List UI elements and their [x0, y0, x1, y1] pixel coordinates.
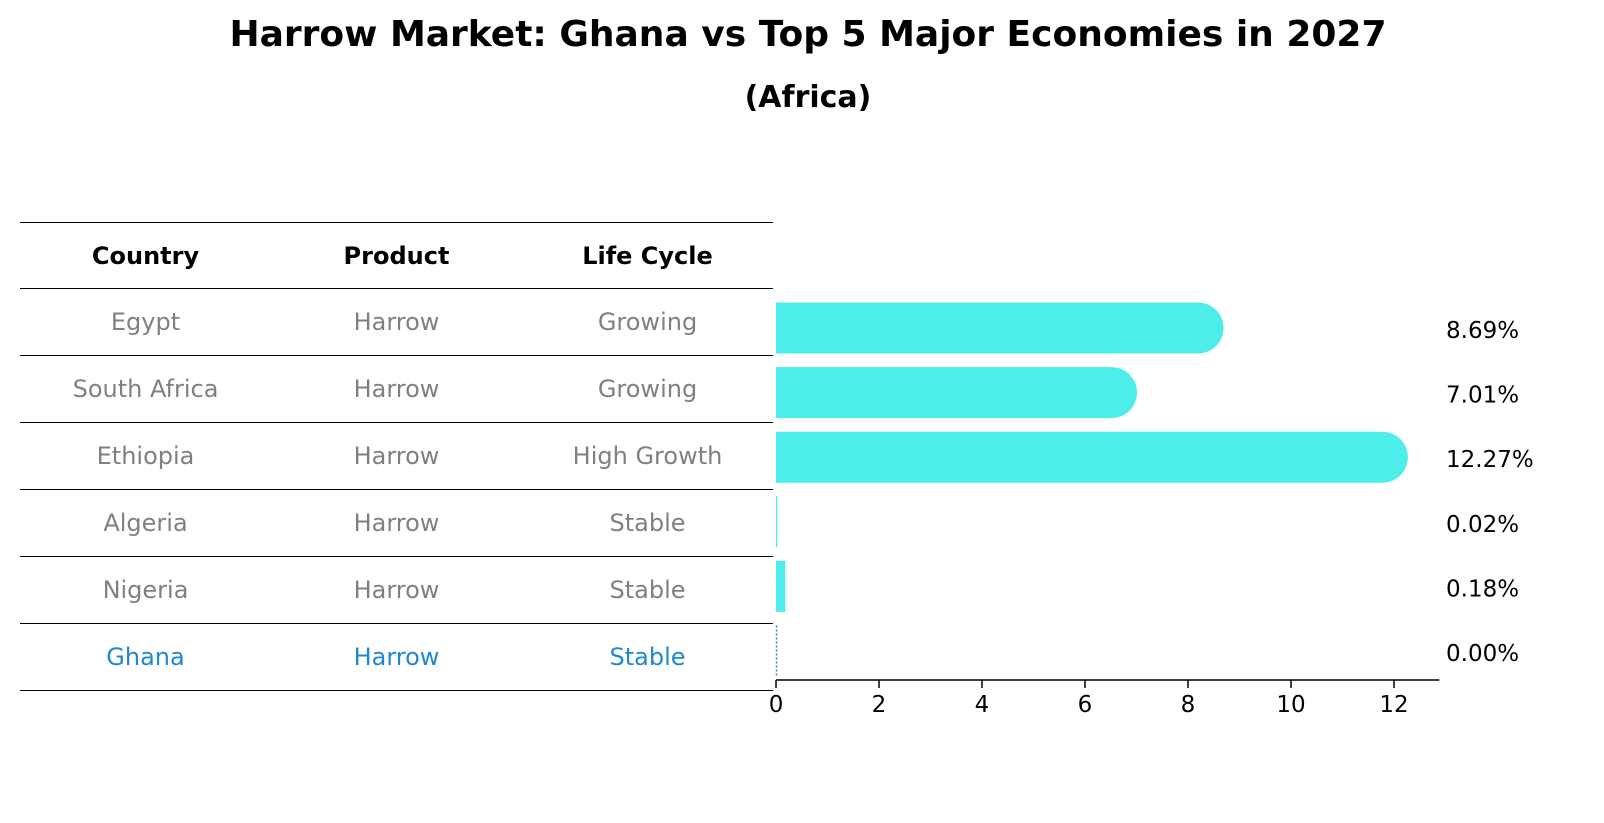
x-tick-label-1: 2 [872, 692, 887, 718]
table-row-highlighted: Ghana Harrow Stable [20, 624, 773, 691]
product-cell: Harrow [353, 308, 440, 336]
life-cycle-cell: Stable [609, 643, 686, 671]
product-cell: Harrow [353, 643, 440, 671]
life-cycle-cell: Growing [597, 375, 698, 403]
life-cycle-cell: Stable [609, 509, 686, 537]
country-cell: Ghana [106, 643, 185, 671]
country-cell: South Africa [72, 375, 219, 403]
bar-3 [776, 496, 778, 548]
value-label-3: 0.02% [1446, 512, 1519, 538]
value-label-5: 0.00% [1446, 641, 1519, 667]
table-row: Nigeria Harrow Stable [20, 557, 773, 624]
table-row: Egypt Harrow Growing [20, 289, 773, 356]
chart-title: Harrow Market: Ghana vs Top 5 Major Econ… [229, 14, 1387, 55]
header-life-cycle: Life Cycle [582, 241, 713, 270]
bar-0 [776, 302, 1224, 354]
value-label-0: 8.69% [1446, 318, 1519, 344]
value-label-2: 12.27% [1446, 447, 1534, 473]
bar-chart: 8.69% 7.01% 12.27% 0.02% 0.18% 0.00% 0 2 4 6 8 10 12 [770, 302, 1534, 718]
x-tick-label-5: 10 [1276, 692, 1305, 718]
header-product: Product [343, 241, 450, 270]
table-row: Algeria Harrow Stable [20, 490, 773, 557]
x-tick-label-0: 0 [770, 692, 783, 718]
life-cycle-cell: Growing [597, 308, 698, 336]
value-label-4: 0.18% [1446, 576, 1519, 602]
x-tick-label-6: 12 [1379, 692, 1408, 718]
country-cell: Nigeria [102, 576, 189, 604]
header-country: Country [91, 241, 200, 270]
country-cell: Egypt [110, 308, 181, 336]
chart-subtitle: (Africa) [744, 80, 872, 115]
country-cell: Ethiopia [96, 442, 195, 470]
product-cell: Harrow [353, 509, 440, 537]
bar-4 [776, 560, 786, 612]
bar-1 [776, 367, 1138, 419]
data-table: Country Product Life Cycle Egypt Harrow … [20, 222, 773, 691]
product-cell: Harrow [353, 442, 440, 470]
product-cell: Harrow [353, 576, 440, 604]
country-cell: Algeria [103, 509, 188, 537]
product-cell: Harrow [353, 375, 440, 403]
value-label-1: 7.01% [1446, 383, 1519, 409]
x-tick-label-3: 6 [1078, 692, 1093, 718]
bar-2 [776, 431, 1408, 483]
table-header-row: Country Product Life Cycle [20, 222, 773, 289]
life-cycle-cell: Stable [609, 576, 686, 604]
x-tick-label-2: 4 [975, 692, 990, 718]
life-cycle-cell: High Growth [572, 442, 723, 470]
table-row: Ethiopia Harrow High Growth [20, 423, 773, 490]
table-row: South Africa Harrow Growing [20, 356, 773, 423]
x-tick-label-4: 8 [1181, 692, 1196, 718]
